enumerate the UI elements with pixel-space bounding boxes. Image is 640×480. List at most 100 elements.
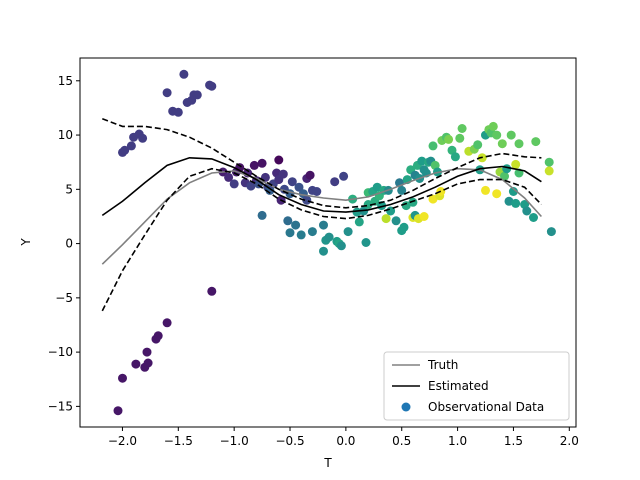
- x-tick-label: 2.0: [560, 434, 579, 448]
- scatter-point-8: [173, 107, 183, 117]
- confidence-bound-line-2: [102, 118, 542, 209]
- scatter-point-2: [126, 141, 136, 151]
- scatter-point-140: [506, 130, 516, 140]
- x-tick-label: 1.0: [448, 434, 467, 448]
- scatter-point-18: [131, 359, 141, 369]
- scatter-point-120: [450, 152, 460, 162]
- y-tick-label: −10: [48, 345, 73, 359]
- scatter-point-71: [339, 171, 349, 181]
- scatter-point-152: [546, 227, 556, 237]
- scatter-point-9: [179, 69, 189, 79]
- scatter-point-75: [354, 217, 364, 227]
- scatter-point-129: [481, 185, 490, 195]
- scatter-point-122: [457, 124, 467, 133]
- x-tick-label: −1.5: [164, 434, 193, 448]
- chart-lines: [101, 118, 542, 312]
- scatter-point-111: [428, 141, 438, 151]
- legend-label: Observational Data: [428, 400, 544, 414]
- scatter-point-37: [257, 158, 267, 168]
- scatter-point-1: [120, 145, 130, 155]
- scatter-point-45: [274, 155, 284, 165]
- scatter-point-13: [192, 90, 202, 100]
- scatter-point-145: [514, 139, 524, 149]
- scatter-point-25: [207, 286, 217, 296]
- scatter-point-67: [330, 177, 340, 187]
- x-tick-label: 1.5: [504, 434, 523, 448]
- scatter-point-72: [343, 227, 353, 237]
- scatter-point-34: [249, 160, 259, 170]
- scatter-point-93: [399, 222, 409, 232]
- x-tick-label: −2.0: [108, 434, 137, 448]
- plot-frame: [79, 57, 577, 428]
- x-axis-label: T: [323, 456, 332, 470]
- legend: Truth Estimated Observational Data: [383, 351, 570, 421]
- scatter-point-104: [417, 156, 427, 166]
- y-tick-label: 0: [65, 237, 73, 251]
- confidence-bound-line-3: [101, 167, 542, 312]
- scatter-point-50: [285, 228, 295, 238]
- scatter-point-52: [287, 177, 297, 187]
- scatter-point-89: [391, 216, 401, 226]
- scatter-point-27: [224, 172, 234, 182]
- scatter-point-6: [162, 88, 172, 98]
- scatter-point-20: [142, 347, 152, 357]
- scatter-point-64: [319, 246, 328, 256]
- x-axis: −2.0 −1.5 −1.0 −0.5 0.0 0.5 1.0 1.5 2.0: [108, 427, 579, 448]
- scatter-point-47: [278, 169, 288, 179]
- scatter-point-23: [153, 331, 163, 341]
- scatter-point-16: [113, 406, 123, 416]
- scatter-point-49: [283, 216, 293, 226]
- y-axis-label: Y: [19, 238, 33, 247]
- scatter-point-53: [291, 220, 301, 230]
- scatter-point-74: [352, 207, 362, 217]
- scatter-point-78: [363, 200, 373, 209]
- scatter-point-82: [372, 182, 382, 192]
- y-tick-label: 15: [58, 74, 73, 88]
- scatter-point-21: [143, 358, 153, 368]
- scatter-point-143: [511, 198, 521, 208]
- y-axis: −15 −10 −5 0 5 10 15: [48, 74, 80, 413]
- scatter-point-148: [529, 213, 538, 222]
- scatter-point-132: [488, 121, 498, 131]
- scatter-point-15: [207, 81, 217, 91]
- scatter-point-136: [497, 139, 507, 149]
- scatter-point-125: [473, 140, 483, 150]
- scatter-point-55: [296, 230, 306, 240]
- scatter-point-63: [319, 220, 328, 230]
- scatter-point-24: [162, 318, 172, 328]
- scatter-point-77: [361, 238, 371, 247]
- y-tick-label: 5: [65, 182, 73, 196]
- scatter-point-54: [294, 182, 304, 192]
- scatter-point-5: [138, 133, 148, 143]
- scatter-point-133: [492, 130, 502, 140]
- scatter-point-62: [312, 187, 322, 196]
- scatter-point-149: [531, 137, 541, 147]
- scatter-point-142: [511, 159, 521, 169]
- legend-label: Estimated: [428, 379, 489, 393]
- y-tick-label: 10: [58, 128, 73, 142]
- scatter-point-150: [544, 157, 554, 167]
- scatter-point-58: [302, 195, 312, 205]
- x-tick-label: −1.0: [220, 434, 249, 448]
- estimated-line: [101, 156, 542, 217]
- scatter-point-70: [336, 241, 346, 251]
- truth-line: [101, 167, 542, 265]
- scatter-point-91: [397, 185, 407, 195]
- scatter-point-147: [522, 206, 532, 216]
- scatter-point-151: [544, 166, 554, 176]
- legend-box: [383, 351, 570, 421]
- legend-swatch-observational-data: [401, 402, 411, 412]
- scatter-point-33: [246, 181, 256, 191]
- scatter-point-134: [492, 189, 502, 199]
- y-tick-label: −15: [48, 399, 73, 413]
- x-tick-label: −0.5: [275, 434, 304, 448]
- legend-label: Truth: [427, 358, 458, 372]
- scatter-point-60: [307, 227, 317, 237]
- scatter-point-121: [455, 133, 465, 143]
- scatter-point-66: [324, 232, 334, 242]
- scatter-point-17: [118, 373, 127, 383]
- scatter-point-86: [381, 214, 391, 224]
- scatter-point-38: [257, 210, 267, 220]
- y-tick-label: −5: [55, 291, 73, 305]
